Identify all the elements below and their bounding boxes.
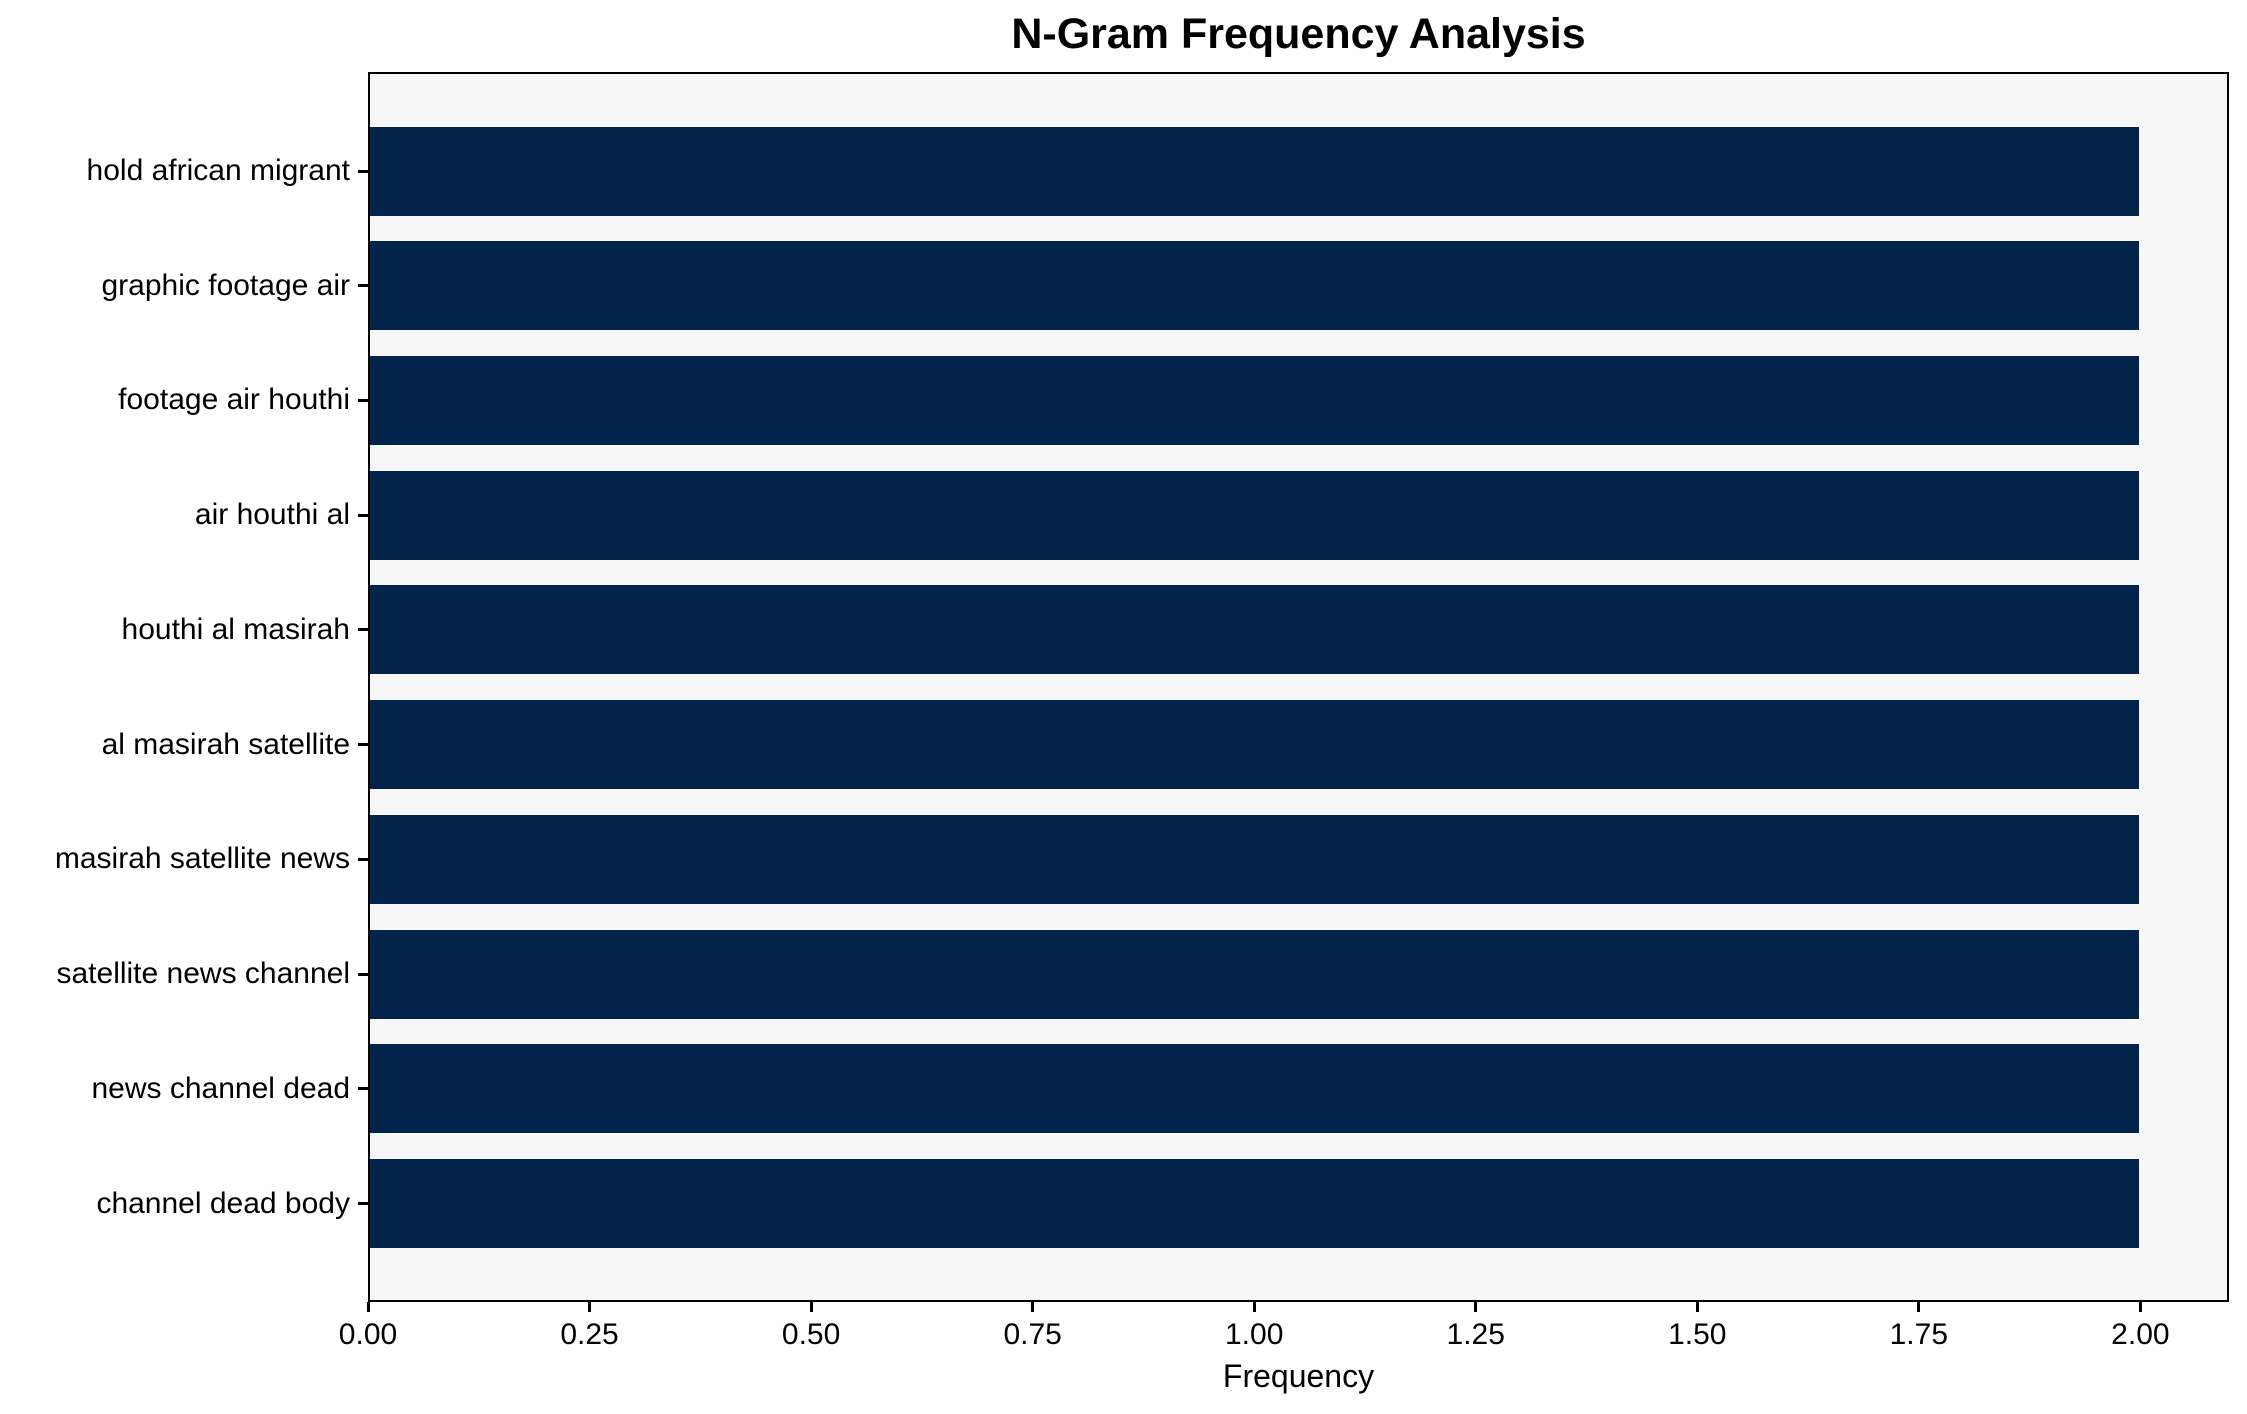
y-tick-mark [358, 169, 368, 173]
x-tick-mark [2138, 1302, 2142, 1312]
y-tick-mark [358, 972, 368, 976]
chart-title: N-Gram Frequency Analysis [1011, 10, 1586, 58]
bar [370, 355, 2139, 445]
x-tick-label: 0.25 [560, 1318, 619, 1351]
bar [370, 241, 2139, 331]
x-tick-label: 0.50 [781, 1318, 841, 1351]
bar [370, 929, 2139, 1019]
y-tick-label: hold african migrant [86, 154, 350, 187]
y-tick-label: houthi al masirah [121, 612, 350, 646]
bar [370, 1044, 2139, 1134]
bar [370, 126, 2139, 216]
x-tick-mark [366, 1302, 370, 1312]
y-tick-label: channel dead body [96, 1186, 350, 1220]
y-tick-label: footage air houthi [118, 383, 350, 417]
bar [370, 585, 2139, 675]
y-tick-label: graphic footage air [101, 268, 351, 302]
x-tick-label: 1.75 [1889, 1318, 1949, 1351]
y-tick-mark [358, 743, 368, 747]
y-tick-mark [358, 1202, 368, 1205]
x-tick-label: 1.00 [1224, 1318, 1284, 1351]
x-tick-mark [588, 1302, 592, 1312]
y-tick-label: al masirah satellite [101, 727, 350, 761]
bar [370, 700, 2139, 790]
x-tick-mark [1031, 1302, 1035, 1312]
y-tick-mark [358, 513, 368, 517]
y-tick-label: satellite news channel [56, 957, 350, 991]
y-tick-mark [358, 398, 368, 402]
y-tick-mark [358, 628, 368, 632]
bar [370, 1159, 2139, 1248]
y-tick-mark [358, 857, 368, 861]
y-tick-label: air houthi al [194, 498, 350, 532]
x-tick-label: 0.75 [1003, 1318, 1062, 1351]
x-tick-label: 0.00 [338, 1318, 398, 1351]
x-axis-label: Frequency [1222, 1358, 1375, 1394]
x-tick-mark [1917, 1302, 1921, 1312]
x-tick-mark [809, 1302, 813, 1312]
y-tick-label: news channel dead [91, 1071, 350, 1105]
x-tick-mark [1252, 1302, 1256, 1312]
y-tick-mark [358, 284, 368, 288]
x-tick-label: 2.00 [2111, 1318, 2170, 1351]
y-tick-mark [358, 1087, 368, 1091]
x-tick-label: 1.25 [1446, 1318, 1505, 1351]
x-tick-mark [1474, 1302, 1478, 1312]
bar [370, 470, 2139, 560]
x-tick-label: 1.50 [1668, 1318, 1727, 1351]
plot-area [368, 72, 2229, 1302]
bar [370, 814, 2139, 904]
y-tick-label: masirah satellite news [54, 842, 350, 876]
x-tick-mark [1695, 1302, 1699, 1312]
